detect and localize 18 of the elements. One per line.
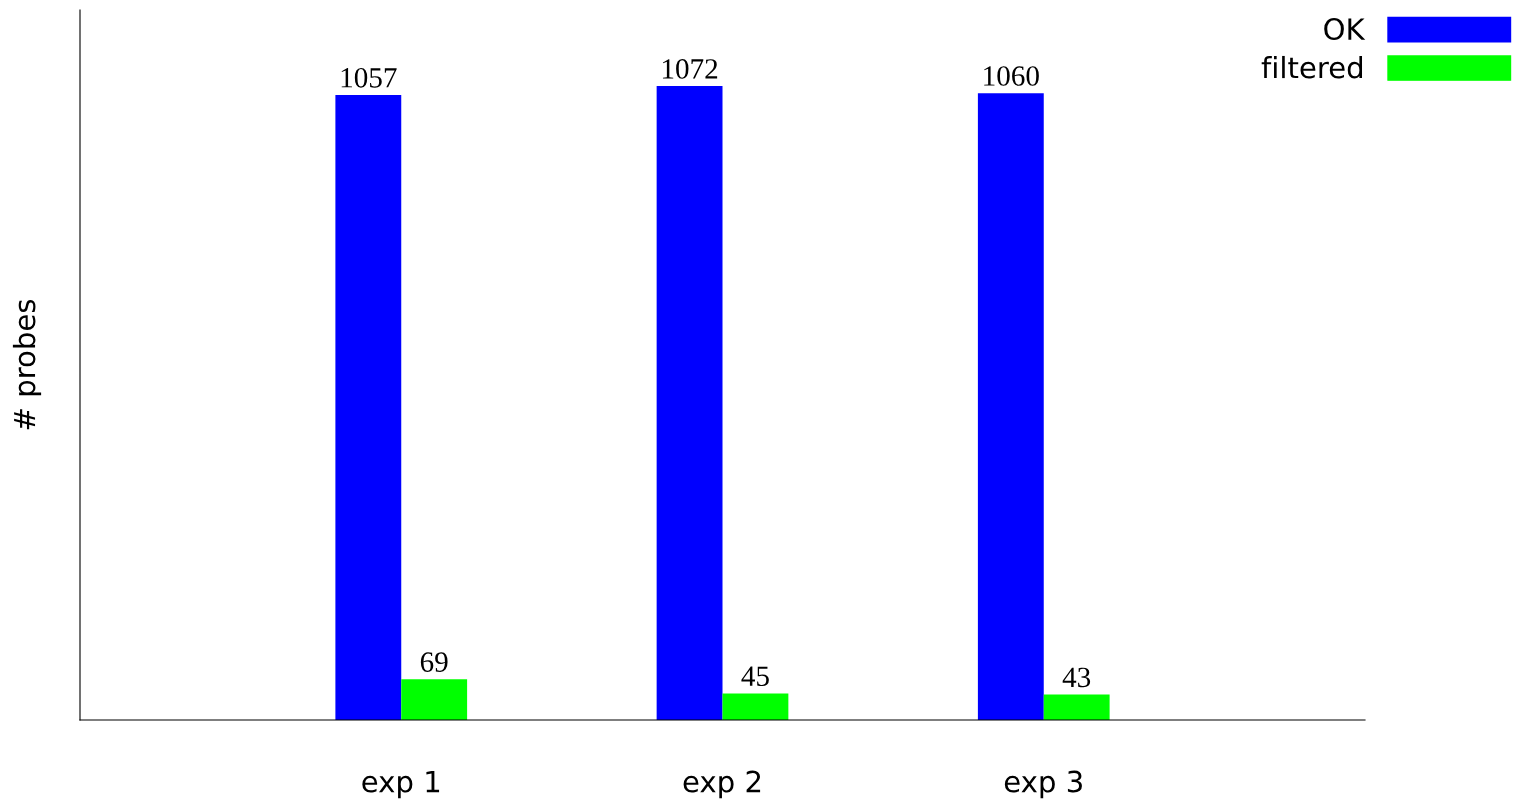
x-tick-label: exp 1: [362, 770, 440, 799]
data-label: 45: [741, 666, 769, 687]
data-label: 1060: [984, 66, 1039, 86]
data-label: 1072: [662, 59, 718, 79]
legend-label: OK: [1324, 18, 1366, 41]
legend-label: filtered: [1261, 55, 1363, 79]
y-axis-title: # probes: [12, 299, 42, 430]
bar: [1043, 694, 1110, 720]
x-tick-label: exp 2: [683, 770, 761, 799]
data-label: 69: [420, 652, 448, 672]
bar: [656, 86, 723, 720]
bar: [977, 93, 1044, 720]
bar: [401, 679, 468, 720]
data-label: 1057: [341, 67, 397, 88]
bar: [722, 693, 789, 720]
data-label: 43: [1062, 667, 1091, 688]
x-tick-label: exp 3: [1004, 770, 1082, 799]
bar: [335, 94, 402, 720]
